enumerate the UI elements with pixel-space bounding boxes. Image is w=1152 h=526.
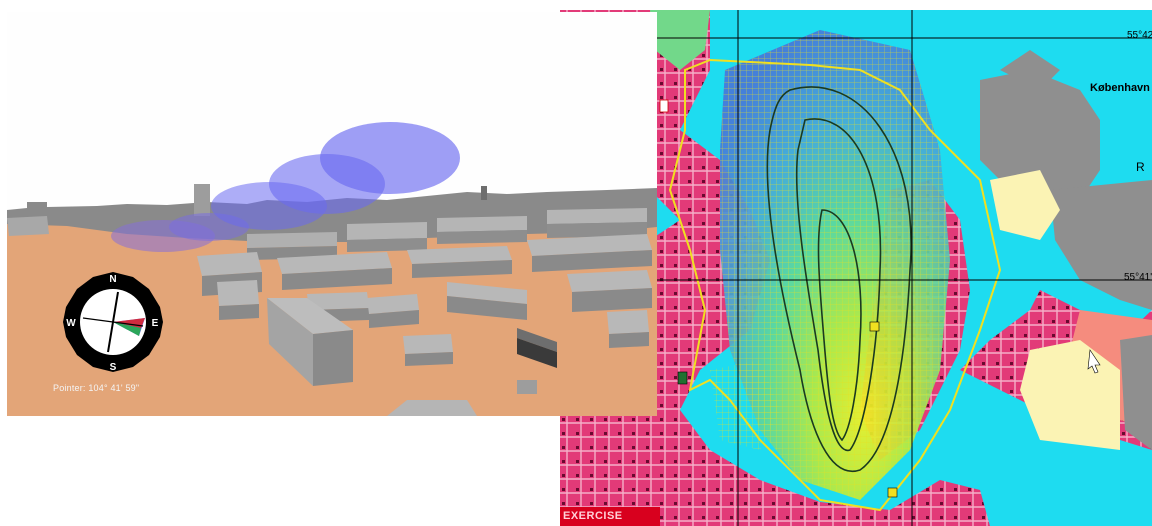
facility-markers (659, 99, 898, 498)
place-label: København (1090, 82, 1150, 94)
pointer-value: 104° 41' 59" (88, 383, 140, 393)
compass-west: W (66, 318, 76, 329)
city-3d-view[interactable]: N E S W Pointer: 104° 41' 59" (7, 12, 657, 416)
harbour-area (980, 70, 1100, 210)
plume-clouds (111, 122, 460, 252)
exercise-badge: EXERCISE (560, 507, 660, 526)
latitude-label-north: 55°42' (1127, 30, 1152, 41)
park (650, 10, 710, 70)
pointer-label: Pointer: (53, 383, 86, 393)
latitude-label-south: 55°41' (1124, 272, 1152, 283)
cream-zone-north (990, 170, 1060, 240)
pier-area (1120, 335, 1152, 450)
compass-north: N (109, 274, 116, 285)
mouse-cursor-icon (1087, 349, 1101, 374)
island-block (1000, 50, 1060, 90)
chimney (481, 186, 487, 200)
plume-map[interactable]: 55°42' København R 55°41' EXERCISE (560, 10, 1152, 526)
buildings (7, 208, 652, 416)
compass-south: S (110, 362, 117, 373)
graticule (560, 10, 1152, 526)
concentration-contours (766, 86, 912, 473)
hatch-area (710, 360, 780, 450)
compass-rose[interactable]: N E S W (61, 270, 165, 374)
tower-building (194, 184, 210, 216)
edge-label: R (1136, 160, 1145, 174)
compass-east: E (152, 318, 159, 329)
3d-canvas (7, 122, 657, 416)
map-canvas (560, 10, 1152, 526)
industrial-area (1050, 180, 1152, 310)
pointer-readout: Pointer: 104° 41' 59" (53, 383, 139, 393)
plume-grid (720, 30, 950, 500)
